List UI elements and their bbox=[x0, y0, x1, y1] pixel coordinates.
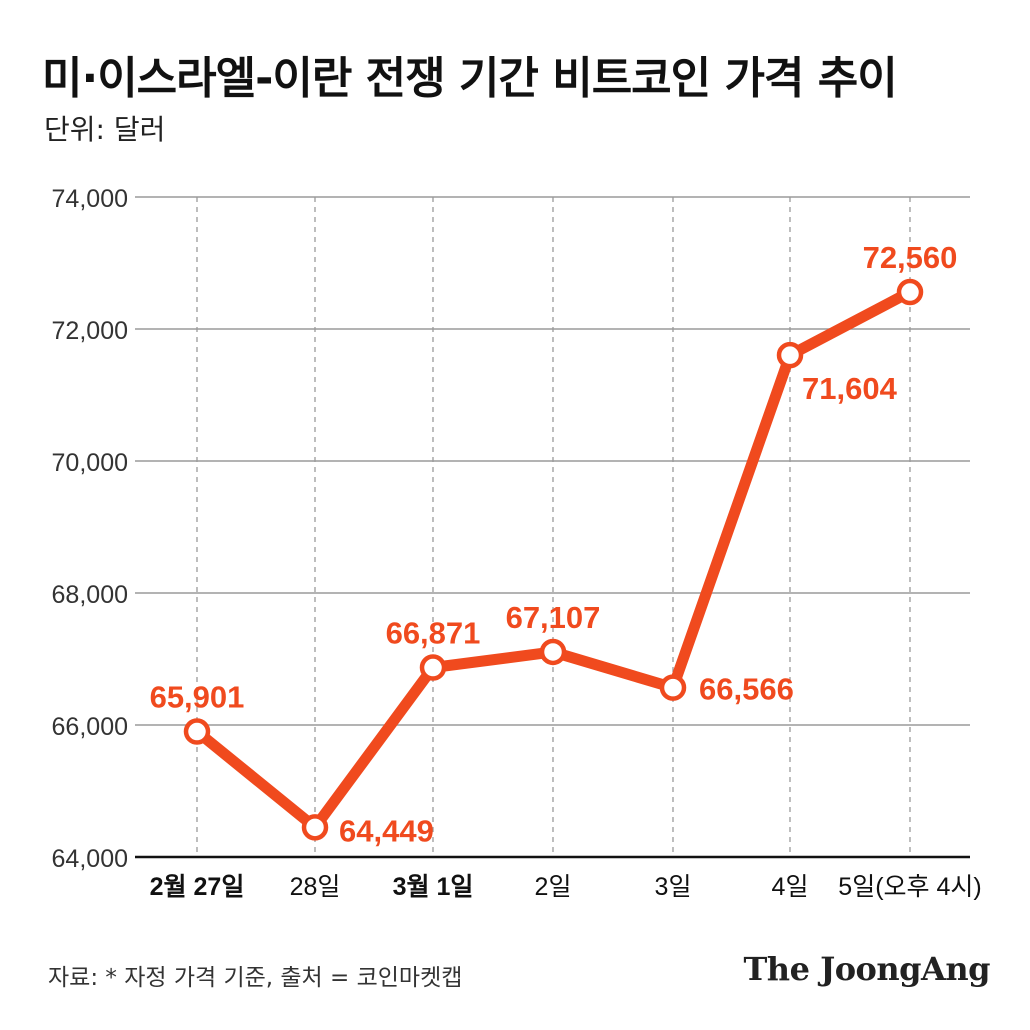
x-tick-label: 3일 bbox=[655, 873, 692, 901]
data-point bbox=[183, 718, 211, 745]
data-point bbox=[659, 674, 687, 701]
x-tick-label: 28일 bbox=[290, 873, 341, 901]
y-tick-label: 70,000 bbox=[52, 449, 128, 477]
data-label: 67,107 bbox=[506, 600, 601, 635]
data-label: 65,901 bbox=[150, 680, 245, 715]
y-tick-label: 64,000 bbox=[52, 845, 128, 873]
x-tick-label: 2월 27일 bbox=[150, 873, 245, 901]
y-tick-label: 66,000 bbox=[52, 713, 128, 741]
x-tick-label: 5일(오후 4시) bbox=[838, 873, 981, 901]
data-label: 71,604 bbox=[802, 371, 898, 406]
data-point bbox=[539, 638, 567, 666]
data-point bbox=[419, 654, 447, 681]
unit-label: 단위: 달러 bbox=[44, 113, 166, 146]
x-tick-label: 4일 bbox=[772, 873, 809, 901]
publisher-logo: The JoongAng bbox=[743, 950, 990, 988]
chart-title: 미·이스라엘-이란 전쟁 기간 비트코인 가격 추이 bbox=[42, 53, 898, 104]
data-point bbox=[301, 814, 329, 841]
y-tick-label: 68,000 bbox=[52, 581, 128, 609]
y-tick-label: 72,000 bbox=[52, 317, 128, 345]
source-note: 자료: * 자정 가격 기준, 출처 = 코인마켓캡 bbox=[48, 965, 463, 991]
data-label: 72,560 bbox=[863, 240, 958, 275]
data-point bbox=[776, 341, 804, 369]
data-label: 64,449 bbox=[339, 813, 434, 848]
y-tick-label: 74,000 bbox=[52, 185, 128, 213]
x-tick-label: 3월 1일 bbox=[393, 873, 474, 901]
data-label: 66,566 bbox=[699, 672, 794, 707]
x-tick-label: 2일 bbox=[535, 873, 572, 901]
data-point bbox=[896, 278, 924, 306]
data-label: 66,871 bbox=[386, 616, 481, 651]
